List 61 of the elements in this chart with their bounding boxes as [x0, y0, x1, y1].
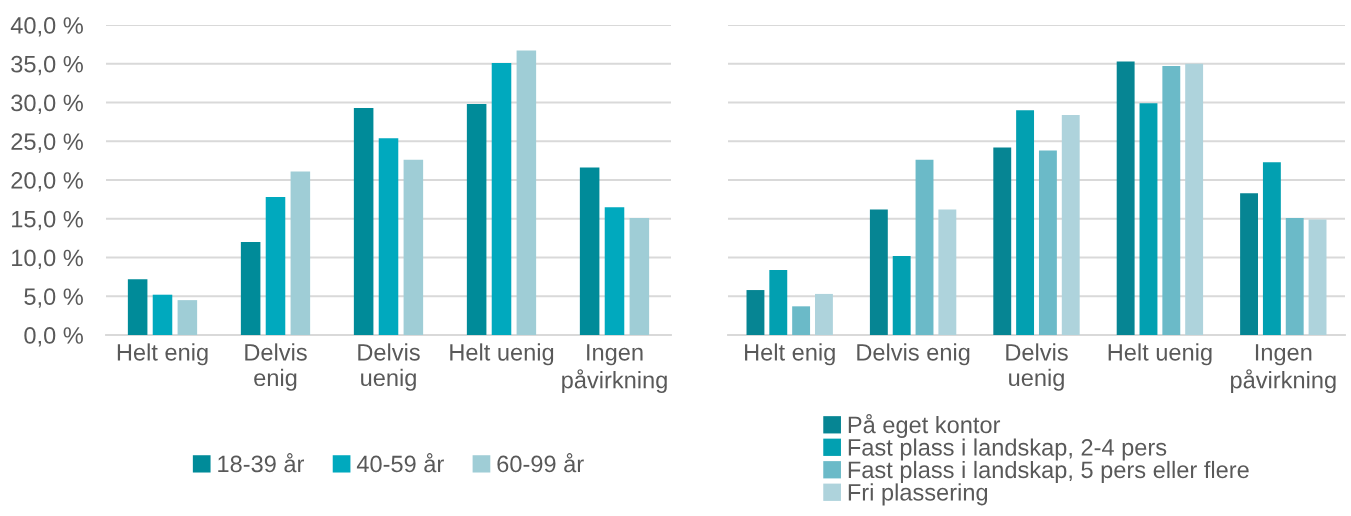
legend-label: 18-39 år [218, 453, 305, 473]
bar [491, 62, 512, 335]
y-tick-label: 0,0 % [24, 327, 83, 347]
y-tick-label: 40,0 % [10, 17, 83, 37]
x-tick-label: Ingen påvirkning [1231, 344, 1336, 394]
bar [746, 290, 765, 335]
bar [290, 171, 311, 335]
bar [892, 255, 911, 335]
bar [815, 293, 833, 335]
x-tick-label: Delvis enig [857, 343, 970, 366]
bar [1038, 150, 1057, 335]
x-tick-label: Ingen påvirkning [562, 344, 667, 394]
y-tick-label: 35,0 % [11, 55, 83, 76]
bar [1139, 103, 1158, 335]
x-tick-label: Delvis uenig [358, 343, 420, 391]
bar [265, 197, 286, 335]
bar [769, 269, 788, 335]
bar [629, 217, 650, 335]
bar [579, 167, 600, 335]
legend-label: 40-59 år [356, 453, 444, 473]
bar [152, 294, 173, 335]
bar [869, 209, 888, 335]
bar [466, 104, 487, 335]
bar [1285, 217, 1304, 335]
bar [938, 209, 957, 335]
bar [127, 279, 148, 335]
legend-label: Fast plass i landskap, 2-4 pers [848, 438, 1167, 461]
y-tick-label: 30,0 % [11, 94, 83, 115]
y-tick-label: 20,0 % [11, 172, 83, 192]
bar [915, 159, 934, 335]
bar [1162, 66, 1181, 335]
y-tick-label: 5,0 % [24, 288, 83, 308]
legend-label: 60-99 år [497, 453, 584, 473]
bar [516, 50, 537, 335]
y-tick-label: 10,0 % [12, 249, 83, 270]
y-tick-label: 25,0 % [11, 133, 83, 153]
bar [993, 147, 1012, 335]
x-tick-label: Helt enig [117, 343, 208, 366]
y-tick-label: 15,0 % [12, 210, 83, 231]
bar [1061, 114, 1080, 335]
bar [1240, 193, 1258, 335]
bar [604, 207, 625, 335]
x-tick-label: Delvis enig [245, 343, 307, 391]
bar [1308, 219, 1327, 335]
bar [240, 242, 261, 335]
legend-label: På eget kontor [848, 414, 1001, 438]
legend-label: Fri plassering [848, 483, 988, 506]
x-tick-label: Helt uenig [450, 343, 554, 366]
bar [378, 138, 399, 335]
bar [1016, 110, 1035, 335]
x-tick-label: Delvis uenig [1006, 343, 1068, 391]
legend-label: Fast plass i landskap, 5 pers eller flere [848, 460, 1249, 483]
bar [792, 306, 811, 335]
bar [1185, 63, 1204, 335]
bar [177, 300, 198, 335]
bar [403, 159, 424, 335]
bar [1116, 61, 1135, 335]
x-tick-label: Helt uenig [1108, 343, 1212, 366]
bar [353, 107, 374, 335]
x-tick-label: Helt enig [745, 343, 835, 366]
bar [1262, 162, 1281, 335]
